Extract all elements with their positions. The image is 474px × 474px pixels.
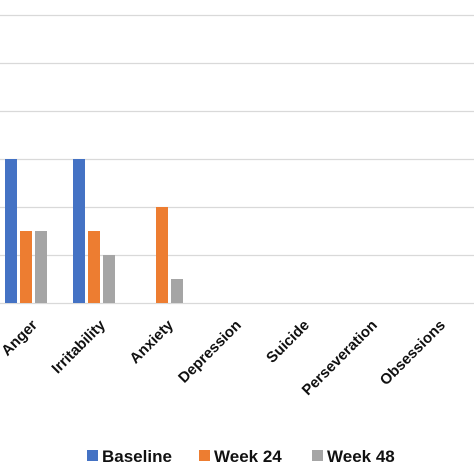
legend-label-week-24: Week 24 (214, 447, 282, 466)
bar-week-48-irritability (103, 255, 115, 303)
x-tick-label-anxiety: Anxiety (126, 316, 177, 367)
x-tick-label-suicide: Suicide (263, 317, 313, 367)
x-tick-label-obsessions: Obsessions (377, 317, 449, 389)
legend-swatch-baseline (87, 450, 98, 461)
bar-week-24-anger (20, 231, 32, 303)
bar-week-48-anxiety (171, 279, 183, 303)
legend-label-week-48: Week 48 (327, 447, 395, 466)
legend-swatch-week-48 (312, 450, 323, 461)
x-tick-label-anger: Anger (0, 317, 41, 360)
bar-week-48-anger (35, 231, 47, 303)
bar-baseline-anger (5, 159, 17, 303)
legend-label-baseline: Baseline (102, 447, 172, 466)
legend-swatch-week-24 (199, 450, 210, 461)
x-tick-label-irritability: Irritability (48, 316, 109, 377)
legend: Baseline Week 24 Week 48 (87, 447, 395, 466)
bar-week-24-anxiety (156, 207, 168, 303)
bars (5, 159, 183, 303)
x-tick-label-depression: Depression (175, 317, 245, 387)
gridlines (0, 14, 474, 305)
bar-baseline-irritability (73, 159, 85, 303)
bar-week-24-irritability (88, 231, 100, 303)
